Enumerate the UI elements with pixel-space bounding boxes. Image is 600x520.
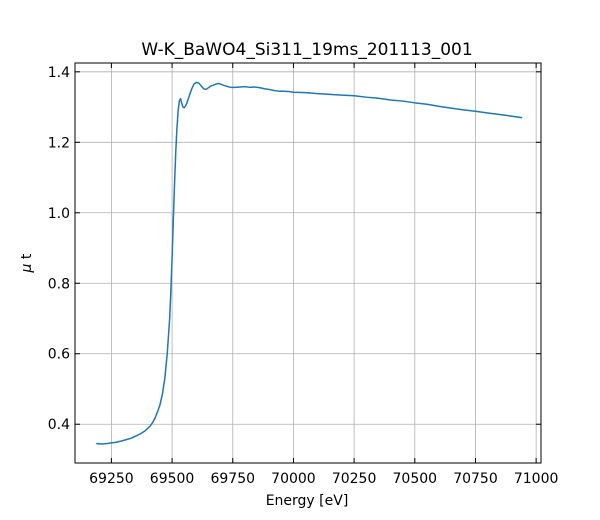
y-axis-label-text: t [19,253,35,263]
x-tick-label: 69250 [89,471,134,487]
ticks: 69250 69500 69750 70000 70250 70500 70750 71000… [48,63,559,487]
y-tick-label: 1.4 [48,65,70,81]
y-tick-label: 0.4 [48,417,70,433]
x-tick-label: 71000 [514,471,559,487]
x-axis-label: Energy [eV] [266,493,349,509]
chart-title: W-K_BaWO4_Si311_19ms_201113_001 [141,40,472,60]
y-axis-label-symbol: μ [19,263,35,273]
plot-frame [74,62,542,464]
x-tick-label: 70500 [393,471,438,487]
series-line-0 [96,81,523,445]
grid [75,63,541,463]
y-tick-label: 0.6 [48,347,70,363]
y-tick-label: 0.8 [48,276,70,292]
x-tick-label: 70250 [332,471,377,487]
x-tick-label: 69750 [210,471,255,487]
x-tick-label: 69500 [150,471,195,487]
y-tick-label: 1.0 [48,206,70,222]
y-tick-label: 1.2 [48,135,70,151]
y-axis-label: μ t [19,253,35,273]
series-layer [96,81,523,445]
x-tick-label: 70750 [453,471,498,487]
x-tick-label: 70000 [271,471,316,487]
